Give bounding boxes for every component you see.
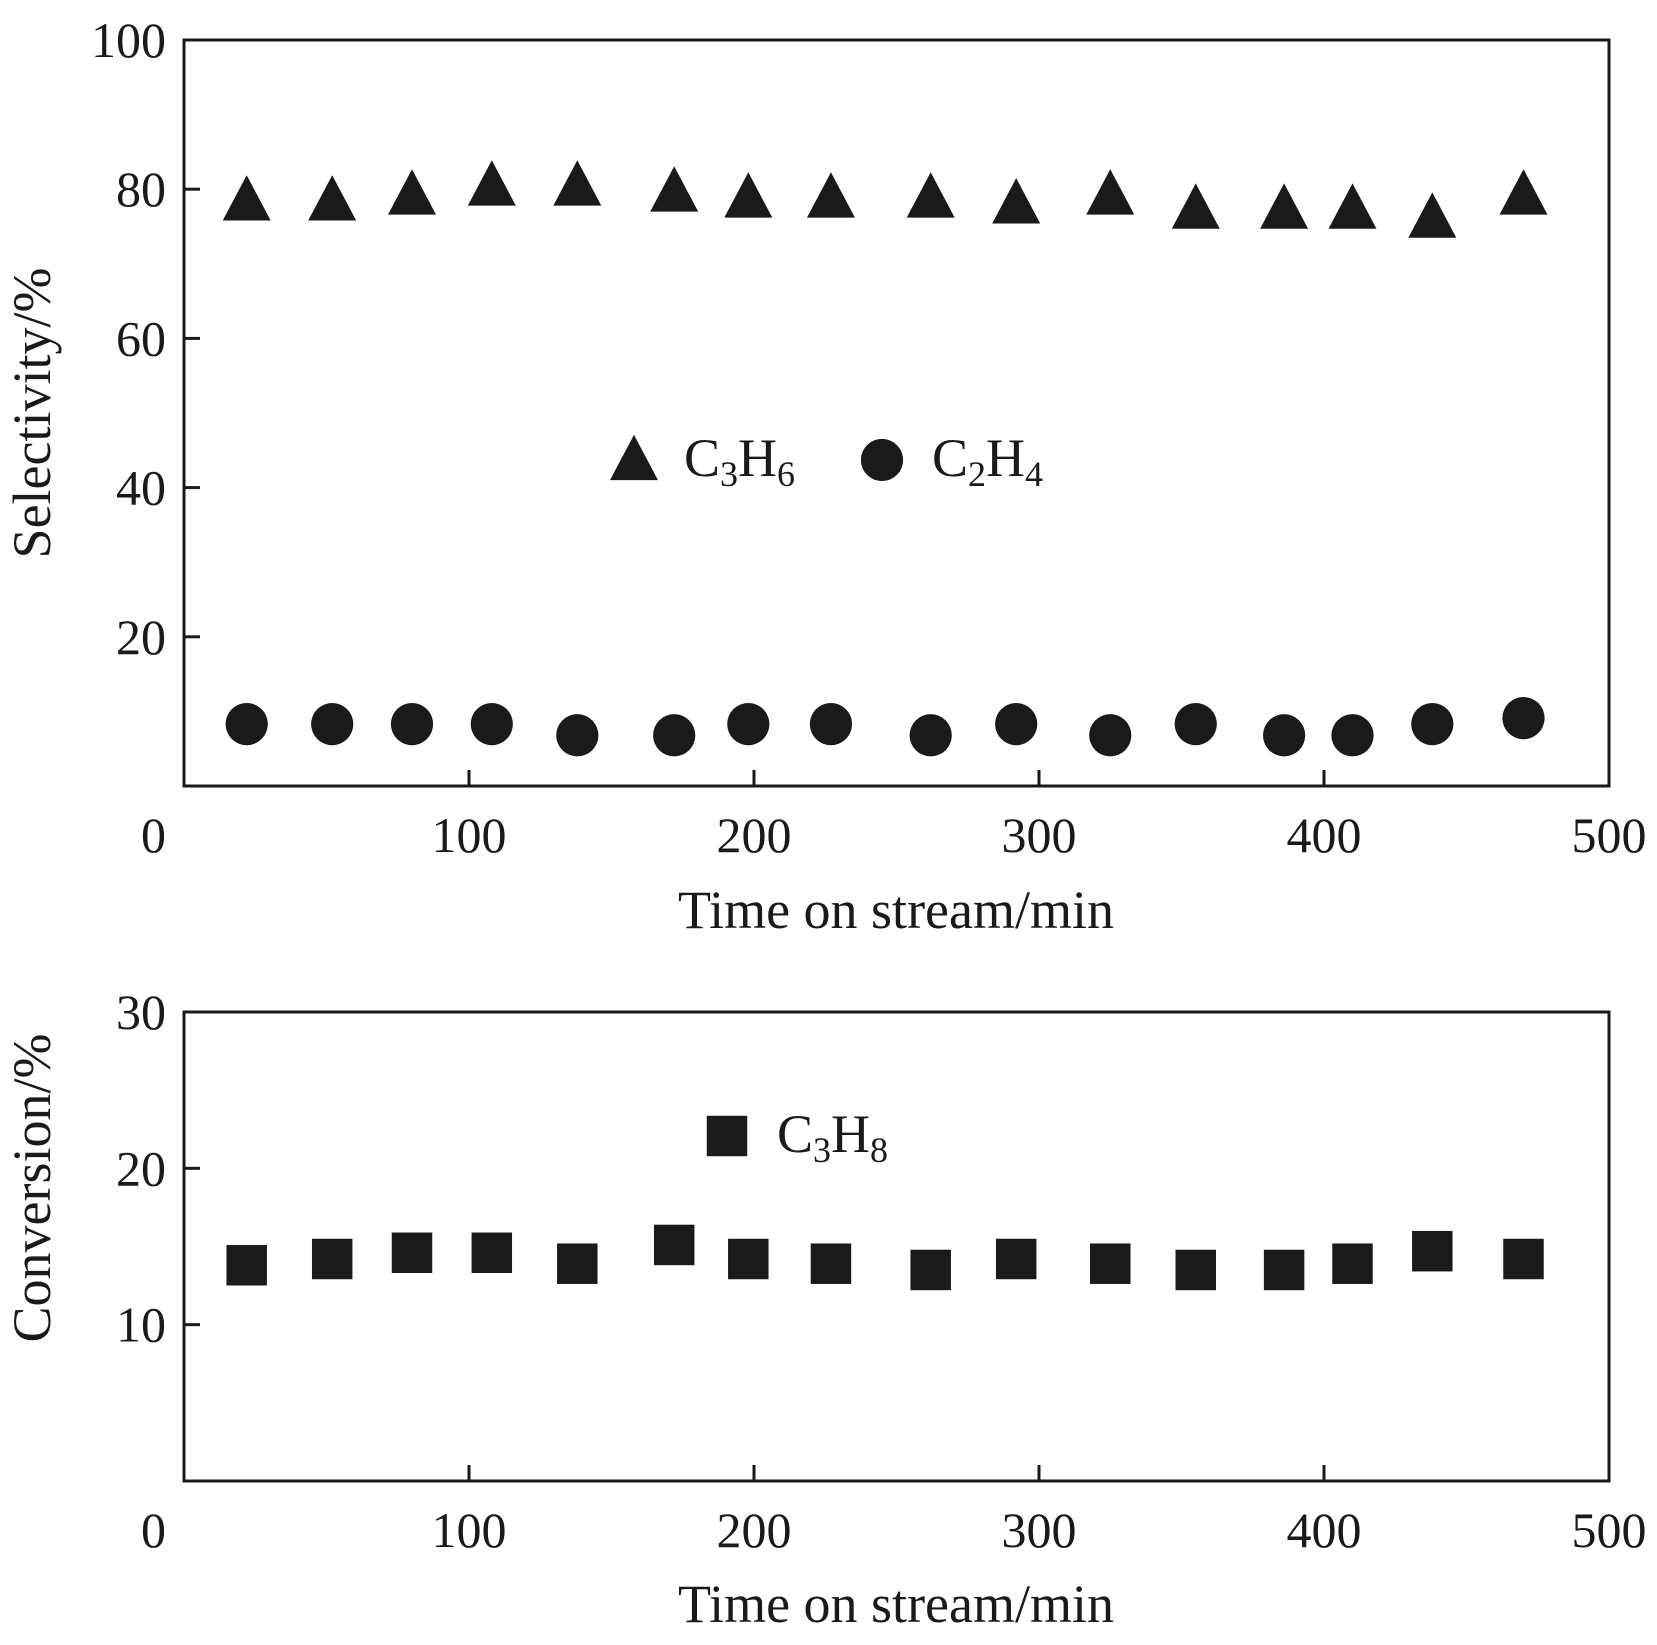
conversion-point-square — [557, 1243, 598, 1284]
selectivity-legend-label: C2H4 — [932, 428, 1043, 494]
selectivity-x-axis-title: Time on stream/min — [678, 880, 1114, 940]
selectivity-point-triangle — [467, 160, 516, 206]
conversion-y-axis-title: Conversion/% — [2, 1034, 62, 1343]
selectivity-point-triangle — [806, 172, 855, 218]
selectivity-legend-triangle-icon — [610, 434, 658, 481]
selectivity-point-circle — [1411, 702, 1454, 746]
conversion-point-square — [910, 1249, 951, 1291]
selectivity-x-tick-label: 500 — [1572, 807, 1647, 863]
selectivity-panel: 0 100 200 300 400 500 20 40 60 80 100 Time on stre… — [2, 12, 1647, 940]
selectivity-point-circle — [470, 702, 513, 746]
selectivity-x-tick-label: 400 — [1287, 807, 1362, 863]
conversion-panel: 0 100 200 300 400 500 10 20 30 Time on stream/mi… — [2, 984, 1647, 1634]
selectivity-y-tick-label: 40 — [116, 460, 166, 516]
conversion-point-square — [1332, 1243, 1373, 1284]
selectivity-y-tick-label: 60 — [116, 310, 166, 366]
conversion-plot-frame — [182, 1010, 1611, 1483]
conversion-point-square — [810, 1243, 852, 1284]
selectivity-y-axis-title: Selectivity/% — [2, 268, 62, 559]
selectivity-y-tick-label: 20 — [116, 609, 166, 665]
selectivity-point-triangle — [553, 160, 602, 206]
conversion-x-tick-label: 500 — [1572, 1502, 1647, 1558]
selectivity-point-circle — [1502, 696, 1545, 740]
conversion-y-tick-label: 10 — [116, 1297, 166, 1353]
conversion-ticks — [184, 1166, 1326, 1481]
conversion-point-square — [653, 1224, 695, 1266]
selectivity-point-circle — [556, 714, 599, 757]
conversion-markers — [226, 1224, 1544, 1291]
conversion-x-tick-label: 300 — [1002, 1502, 1077, 1558]
selectivity-plot-frame — [182, 38, 1611, 788]
conversion-y-tick-label: 20 — [116, 1140, 166, 1196]
selectivity-ticks — [184, 187, 1326, 786]
selectivity-point-triangle — [1328, 183, 1377, 229]
selectivity-point-circle — [995, 702, 1038, 746]
selectivity-point-circle — [311, 702, 354, 746]
selectivity-point-circle — [1089, 714, 1132, 757]
selectivity-point-triangle — [1171, 183, 1220, 229]
selectivity-point-circle — [809, 702, 853, 746]
selectivity-point-triangle — [388, 169, 436, 215]
selectivity-legend: C3H6 C2H4 — [610, 428, 1043, 494]
selectivity-x-tick-label: 100 — [432, 807, 507, 863]
conversion-x-tick-label: 200 — [717, 1502, 792, 1558]
selectivity-tick-labels: 0 100 200 300 400 500 20 40 60 80 100 — [91, 12, 1647, 863]
conversion-point-square — [728, 1238, 769, 1280]
selectivity-point-triangle — [650, 166, 699, 212]
selectivity-x-tick-label: 300 — [1002, 807, 1077, 863]
selectivity-point-circle — [390, 702, 434, 746]
selectivity-point-circle — [1174, 702, 1217, 746]
conversion-y-tick-label: 30 — [116, 984, 166, 1040]
conversion-point-square — [471, 1232, 513, 1273]
conversion-point-square — [391, 1232, 433, 1273]
conversion-x-tick-label: 0 — [141, 1502, 166, 1558]
conversion-x-tick-label: 100 — [432, 1502, 507, 1558]
selectivity-point-triangle — [1086, 169, 1135, 215]
conversion-x-axis-title: Time on stream/min — [678, 1574, 1114, 1634]
selectivity-point-triangle — [1499, 169, 1548, 215]
selectivity-y-tick-label: 100 — [91, 12, 166, 68]
conversion-legend-square-icon — [706, 1115, 748, 1157]
selectivity-point-triangle — [1260, 183, 1309, 229]
selectivity-x-tick-label: 200 — [717, 807, 792, 863]
selectivity-point-circle — [1262, 714, 1306, 757]
conversion-point-square — [995, 1238, 1037, 1280]
selectivity-point-circle — [909, 714, 952, 757]
selectivity-point-triangle — [906, 172, 955, 218]
selectivity-point-circle — [1331, 714, 1374, 757]
selectivity-point-triangle — [222, 175, 271, 221]
conversion-x-tick-label: 400 — [1287, 1502, 1362, 1558]
conversion-legend-label: C3H8 — [777, 1104, 888, 1170]
conversion-legend: C3H8 — [706, 1104, 888, 1170]
conversion-point-square — [311, 1238, 353, 1280]
conversion-point-square — [226, 1245, 267, 1286]
selectivity-legend-circle-icon — [860, 438, 904, 482]
selectivity-point-triangle — [308, 175, 357, 221]
selectivity-markers — [222, 160, 1548, 757]
selectivity-legend-label: C3H6 — [684, 428, 795, 494]
conversion-point-square — [1175, 1249, 1216, 1291]
selectivity-point-circle — [225, 702, 268, 746]
conversion-tick-labels: 0 100 200 300 400 500 10 20 30 — [116, 984, 1647, 1558]
conversion-point-square — [1263, 1249, 1305, 1291]
selectivity-point-triangle — [1408, 192, 1457, 238]
selectivity-point-circle — [653, 714, 696, 757]
conversion-point-square — [1090, 1243, 1131, 1284]
selectivity-point-circle — [727, 702, 770, 746]
selectivity-point-triangle — [724, 172, 773, 218]
selectivity-y-tick-label: 80 — [116, 161, 166, 217]
selectivity-x-tick-label: 0 — [141, 807, 166, 863]
selectivity-point-triangle — [992, 178, 1041, 224]
conversion-point-square — [1412, 1230, 1453, 1272]
conversion-point-square — [1503, 1238, 1544, 1280]
